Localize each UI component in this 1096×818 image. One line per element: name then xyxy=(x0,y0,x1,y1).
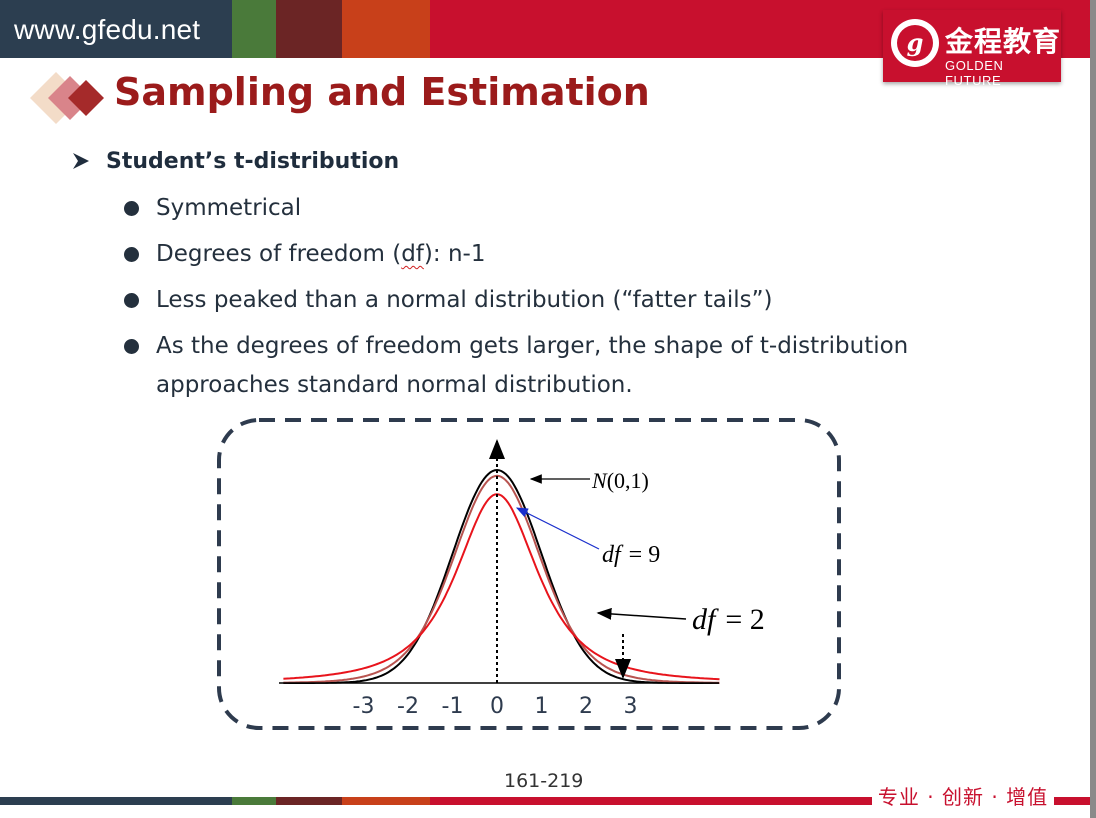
company-logo: g 金程教育 GOLDEN FUTURE xyxy=(883,10,1062,88)
section-heading: Student’s t-distribution xyxy=(106,148,400,174)
df2-label: df = 2 xyxy=(692,603,765,636)
df2-label-arrow xyxy=(596,607,687,620)
footer-bar-segment xyxy=(276,797,342,805)
window-edge xyxy=(1090,0,1096,818)
section-heading-row: Student’s t-distribution xyxy=(70,146,399,176)
x-tick-label: 2 xyxy=(579,694,593,719)
x-tick-label: 3 xyxy=(624,694,638,719)
header-bar-segment xyxy=(0,0,232,58)
df9-label-rel: = 9 xyxy=(629,542,661,568)
bullet-text: Symmetrical xyxy=(156,195,302,221)
df9-label: df = 9 xyxy=(602,542,660,568)
footer-bar-segment xyxy=(430,797,1090,805)
bullet-text-suffix: ): n-1 xyxy=(423,241,486,267)
normal-label-func: N xyxy=(591,468,608,493)
slide-title: Sampling and Estimation xyxy=(114,70,650,114)
dashed-frame xyxy=(217,418,841,730)
header-bar-segment xyxy=(232,0,276,58)
logo-glyph: g xyxy=(897,25,933,61)
df2-label-rel: = 2 xyxy=(725,603,764,636)
x-tick-label: 1 xyxy=(535,694,549,719)
curve-df9 xyxy=(283,474,720,684)
footer-bar-segment xyxy=(232,797,276,805)
title-diamonds-icon xyxy=(30,72,104,124)
x-tick-label: -2 xyxy=(397,694,419,719)
df9-label-var: df xyxy=(602,542,624,568)
footer-bar-segment xyxy=(0,797,232,805)
normal-label-args: (0,1) xyxy=(607,468,649,493)
bullet-text: Less peaked than a normal distribution (… xyxy=(156,287,773,313)
x-tick-label: -1 xyxy=(442,694,464,719)
page-number: 161-219 xyxy=(504,770,584,792)
curve-normal xyxy=(283,468,720,684)
footer-bar xyxy=(0,797,1096,805)
header-bar-segment xyxy=(342,0,430,58)
x-tick-label: 0 xyxy=(490,694,504,719)
normal-label: N(0,1) xyxy=(591,468,649,493)
logo-name-cn: 金程教育 xyxy=(945,25,1062,58)
bullet-text-line2: approaches standard normal distribution. xyxy=(156,372,633,398)
t-distribution-figure: -3 -2 -1 0 1 2 3 N(0,1) df = 9 df = 2 xyxy=(217,418,841,730)
header-bar-segment xyxy=(276,0,342,58)
footer-bar-segment xyxy=(342,797,430,805)
bullet-dot-icon xyxy=(124,201,139,216)
bullet-dot-icon xyxy=(124,339,139,354)
logo-emblem-icon: g xyxy=(891,19,939,67)
site-url[interactable]: www.gfedu.net xyxy=(14,14,201,45)
df2-label-var: df xyxy=(692,603,719,636)
spellcheck-underlined-word: df xyxy=(401,241,424,267)
bullet-text-prefix: Degrees of freedom ( xyxy=(156,241,402,267)
footer-slogan: 专业 · 创新 · 增值 xyxy=(872,782,1054,812)
arrow-bullet-icon xyxy=(73,153,89,169)
df9-label-arrow xyxy=(515,507,600,550)
bullet-text-line1: As the degrees of freedom gets larger, t… xyxy=(156,333,909,359)
bullet-text: Degrees of freedom (df): n-1 xyxy=(156,235,485,274)
bullet-dot-icon xyxy=(124,293,139,308)
logo-name-en: GOLDEN FUTURE xyxy=(945,58,1004,88)
curve-df2 xyxy=(283,493,720,681)
x-tick-label: -3 xyxy=(353,694,375,719)
bullet-dot-icon xyxy=(124,247,139,262)
